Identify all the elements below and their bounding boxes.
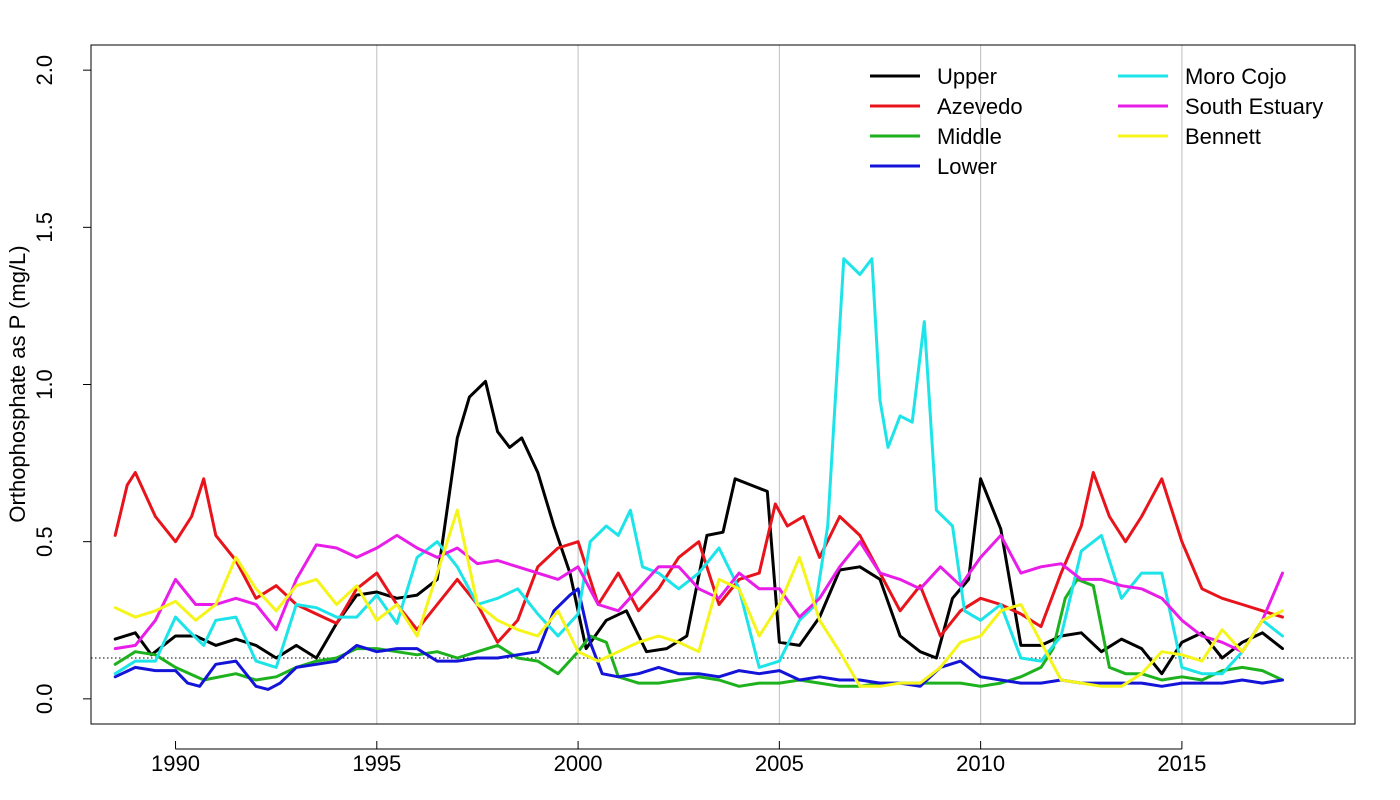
x-tick-label-1990: 1990 bbox=[151, 751, 200, 776]
series-line-bennett bbox=[113, 508, 1284, 688]
gridlines bbox=[376, 45, 1183, 724]
x-tick-label-2010: 2010 bbox=[956, 751, 1005, 776]
series-line-moro-cojo bbox=[113, 257, 1284, 676]
x-tick-label-1995: 1995 bbox=[352, 751, 401, 776]
x-axis: 1990 1995 2000 2005 2010 2015 bbox=[151, 741, 1206, 776]
legend-label-bennett: Bennett bbox=[1185, 124, 1261, 149]
legend-label-lower: Lower bbox=[937, 154, 997, 179]
y-axis: 0.0 0.5 1.0 1.5 2.0 bbox=[32, 55, 92, 715]
x-tick-label-2005: 2005 bbox=[755, 751, 804, 776]
series-line-middle bbox=[113, 577, 1284, 688]
legend: Upper Azevedo Middle Lower Moro Cojo South Es… bbox=[870, 64, 1323, 179]
y-tick-label-1: 0.5 bbox=[32, 526, 57, 557]
series-line-azevedo bbox=[113, 471, 1284, 644]
legend-label-upper: Upper bbox=[937, 64, 997, 89]
x-tick-label-2015: 2015 bbox=[1157, 751, 1206, 776]
x-tick-label-2000: 2000 bbox=[554, 751, 603, 776]
y-tick-label-0: 0.0 bbox=[32, 684, 57, 715]
y-tick-label-2: 1.0 bbox=[32, 369, 57, 400]
legend-label-south-estuary: South Estuary bbox=[1185, 94, 1323, 119]
series-lines bbox=[113, 257, 1284, 691]
legend-label-middle: Middle bbox=[937, 124, 1002, 149]
legend-label-moro-cojo: Moro Cojo bbox=[1185, 64, 1286, 89]
y-tick-label-3: 1.5 bbox=[32, 212, 57, 243]
legend-label-azevedo: Azevedo bbox=[937, 94, 1023, 119]
y-axis-title: Orthophosphate as P (mg/L) bbox=[5, 245, 30, 522]
y-tick-label-4: 2.0 bbox=[32, 55, 57, 86]
series-line-south-estuary bbox=[113, 533, 1284, 654]
series-line-upper bbox=[113, 379, 1284, 676]
series-line-lower bbox=[113, 587, 1284, 691]
